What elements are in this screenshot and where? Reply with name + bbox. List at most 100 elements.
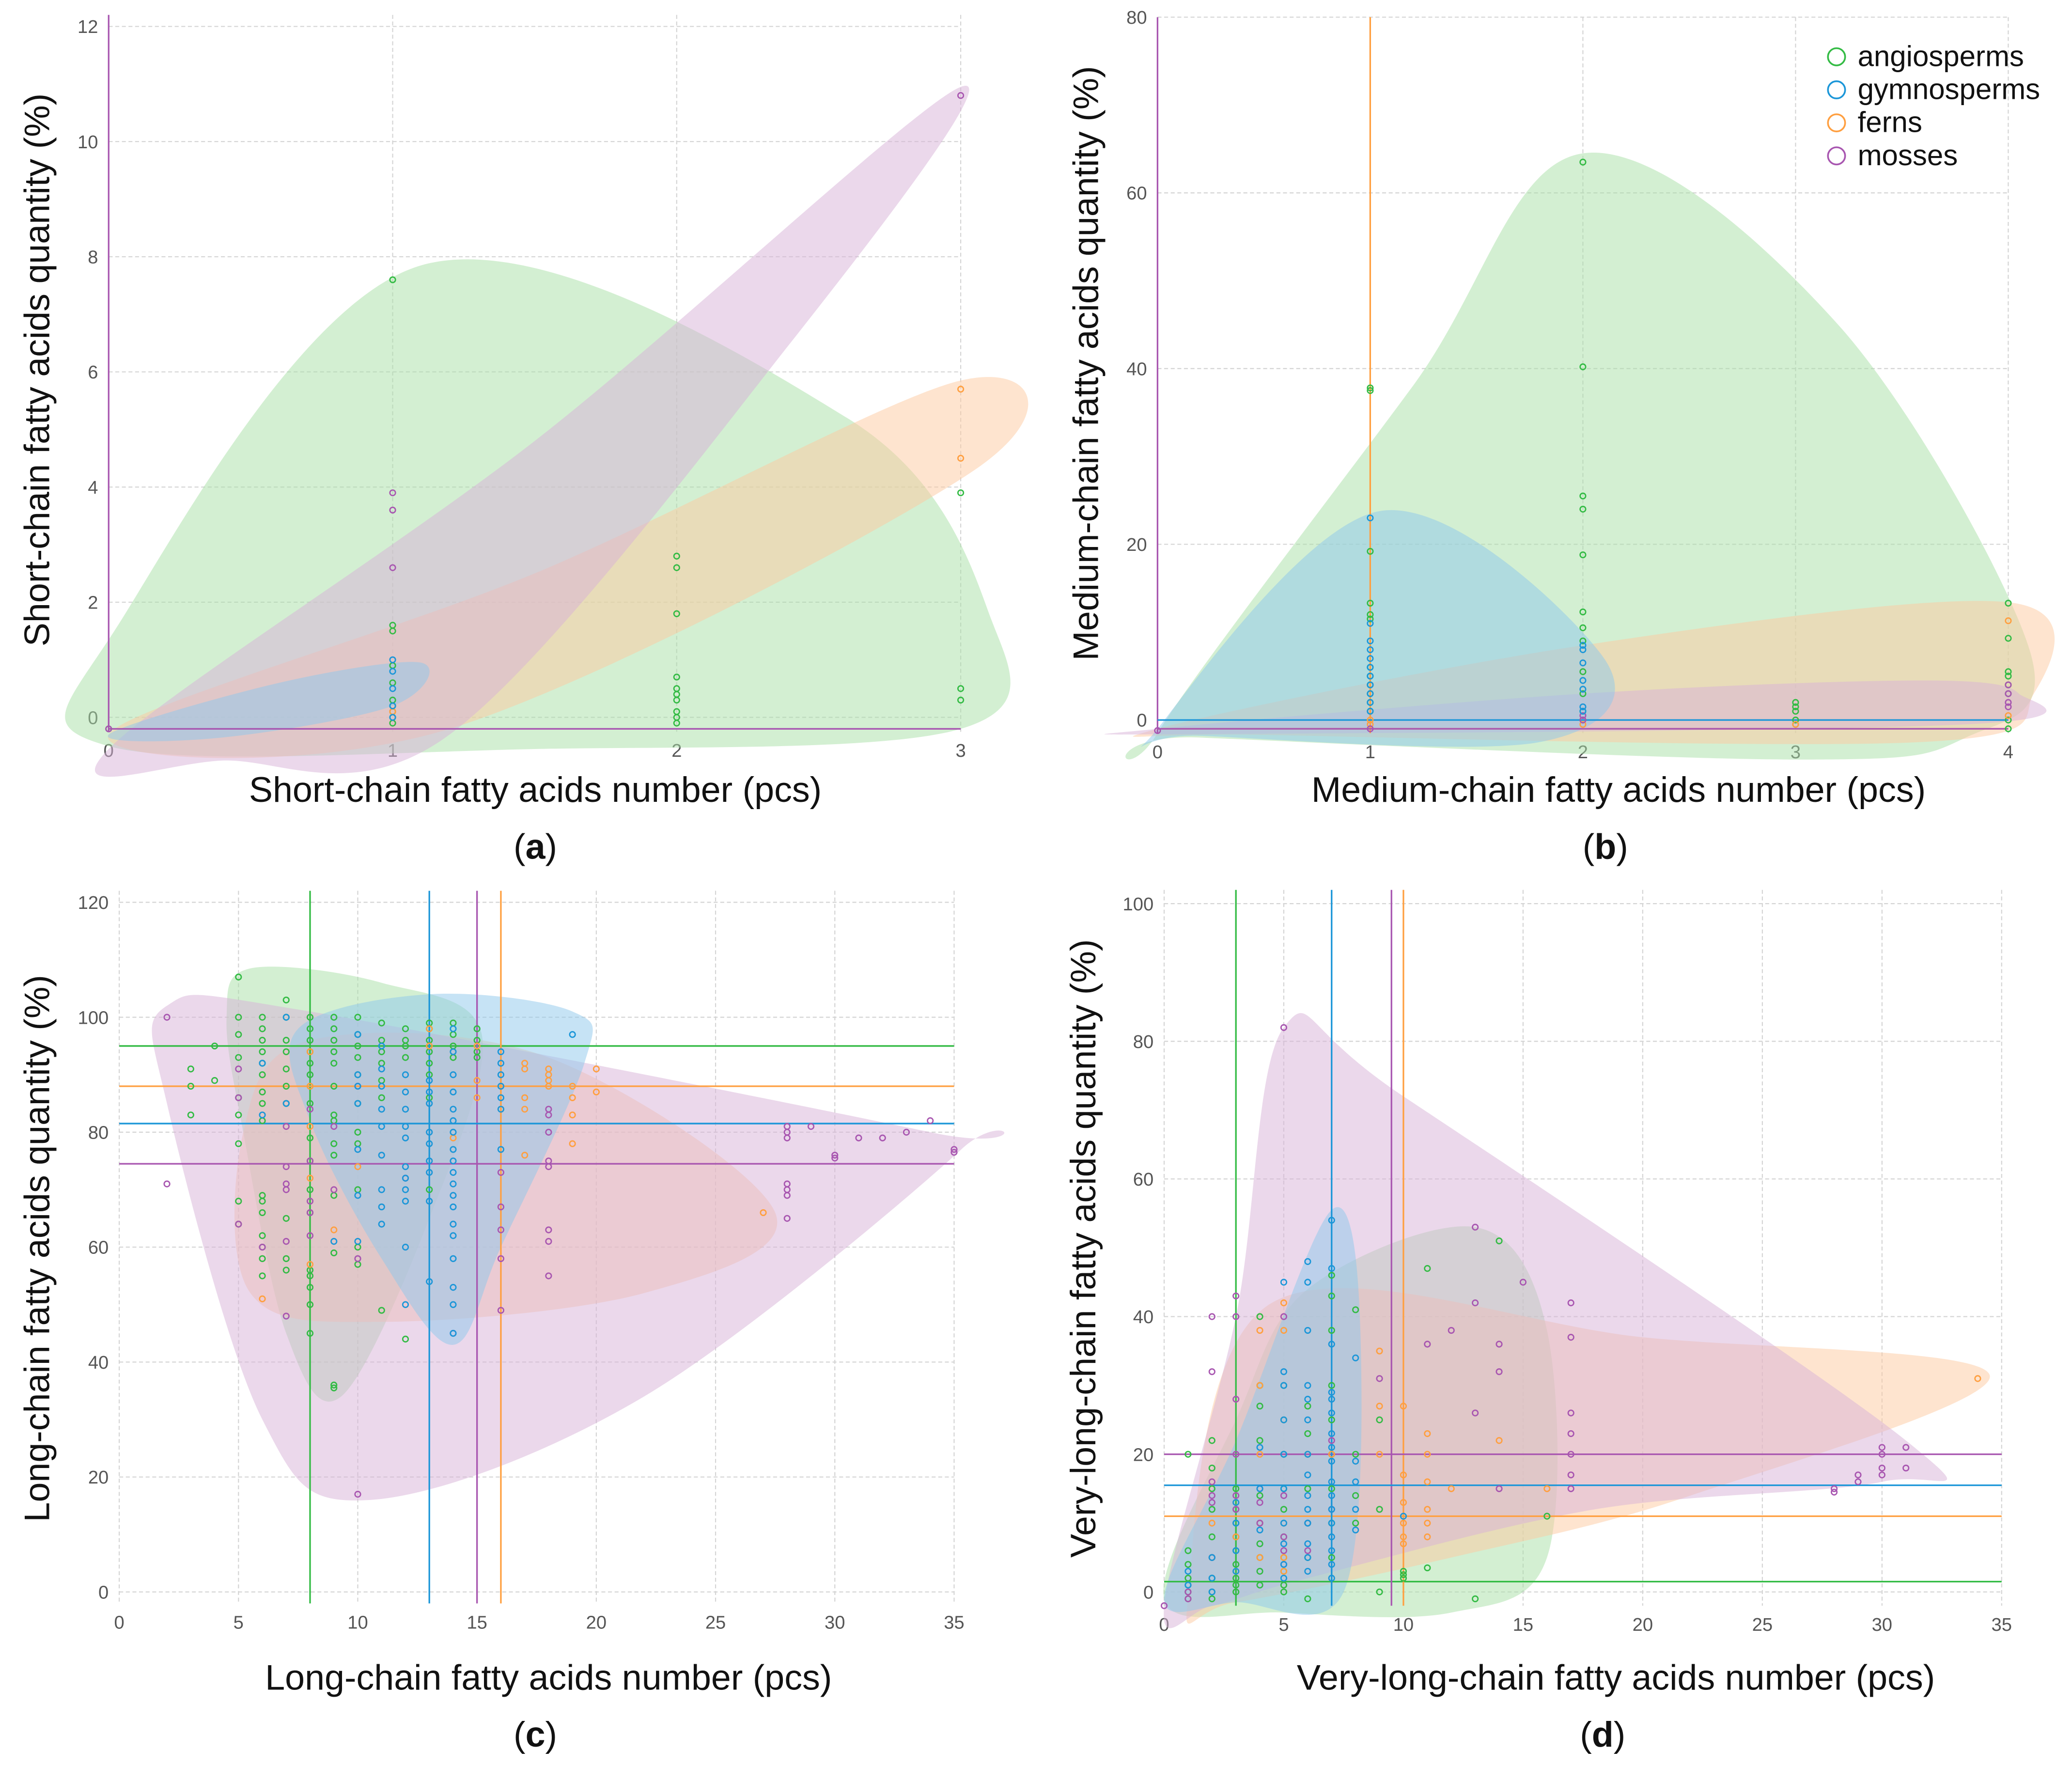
data-point-mosses: [1496, 1485, 1503, 1492]
data-point-mosses: [1232, 1451, 1240, 1458]
data-point-ferns: [1328, 1451, 1335, 1458]
data-point-mosses: [1280, 1313, 1288, 1320]
legend-marker-gymnosperms: [1827, 80, 1846, 99]
data-point-gymnosperms: [1328, 1389, 1335, 1396]
data-point-ferns: [1280, 1327, 1288, 1334]
data-point-angiosperms: [402, 1054, 409, 1061]
data-point-gymnosperms: [389, 668, 396, 675]
y-tick-label: 20: [1133, 1444, 1153, 1465]
data-point-angiosperms: [1280, 1506, 1288, 1513]
data-point-angiosperms: [187, 1111, 194, 1119]
data-point-angiosperms: [673, 673, 680, 681]
data-point-gymnosperms: [426, 1100, 433, 1107]
data-point-gymnosperms: [1304, 1554, 1311, 1561]
data-point-angiosperms: [259, 1014, 266, 1021]
data-point-angiosperms: [330, 1140, 338, 1147]
data-point-ferns: [569, 1140, 576, 1147]
data-point-ferns: [426, 1042, 433, 1050]
data-point-gymnosperms: [402, 1163, 409, 1171]
data-point-gymnosperms: [1304, 1416, 1311, 1423]
data-point-angiosperms: [1579, 551, 1587, 559]
panel-tag-paren: ): [545, 826, 558, 866]
y-tick-label: 4: [88, 477, 98, 498]
data-point-angiosperms: [330, 1048, 338, 1055]
data-point-mosses: [354, 1255, 361, 1262]
data-point-mosses: [497, 1255, 505, 1262]
data-point-gymnosperms: [1304, 1382, 1311, 1389]
data-point-mosses: [1579, 712, 1587, 719]
data-point-mosses: [306, 1232, 314, 1239]
data-point-mosses: [306, 1198, 314, 1205]
data-point-ferns: [1424, 1533, 1431, 1541]
data-point-gymnosperms: [1579, 659, 1587, 667]
data-point-angiosperms: [402, 1042, 409, 1050]
data-point-mosses: [306, 1157, 314, 1165]
data-point-gymnosperms: [1280, 1416, 1288, 1423]
data-point-gymnosperms: [1304, 1519, 1311, 1527]
data-point-ferns: [1367, 717, 1374, 724]
data-point-angiosperms: [426, 1186, 433, 1193]
data-point-mosses: [1830, 1485, 1838, 1492]
data-point-ferns: [569, 1094, 576, 1101]
y-tick-label: 80: [88, 1122, 109, 1143]
data-point-gymnosperms: [1328, 1430, 1335, 1437]
data-point-gymnosperms: [402, 1301, 409, 1308]
data-point-mosses: [1854, 1471, 1862, 1479]
data-point-angiosperms: [1424, 1564, 1431, 1572]
data-point-angiosperms: [306, 1025, 314, 1032]
data-point-gymnosperms: [1352, 1457, 1359, 1465]
y-tick-label: 100: [78, 1007, 109, 1028]
data-point-gymnosperms: [402, 1134, 409, 1141]
data-point-angiosperms: [1496, 1237, 1503, 1245]
data-point-mosses: [1567, 1430, 1574, 1437]
data-point-angiosperms: [211, 1042, 218, 1050]
data-point-gymnosperms: [450, 1169, 457, 1176]
data-point-angiosperms: [389, 276, 396, 283]
data-point-ferns: [1424, 1519, 1431, 1527]
data-point-gymnosperms: [450, 1157, 457, 1165]
data-point-gymnosperms: [426, 1157, 433, 1165]
data-point-mosses: [783, 1215, 791, 1222]
data-point-angiosperms: [2005, 672, 2012, 680]
data-point-gymnosperms: [497, 1071, 505, 1078]
x-axis-label: Medium-chain fatty acids number (pcs): [1311, 769, 1926, 810]
data-point-mosses: [927, 1117, 934, 1125]
data-point-mosses: [1208, 1499, 1215, 1506]
data-point-mosses: [1567, 1451, 1574, 1458]
data-point-angiosperms: [282, 1266, 290, 1274]
data-point-mosses: [497, 1203, 505, 1211]
data-point-angiosperms: [306, 1284, 314, 1291]
data-point-gymnosperms: [1280, 1451, 1288, 1458]
data-point-gymnosperms: [1304, 1568, 1311, 1575]
data-point-mosses: [1184, 1595, 1192, 1603]
data-point-ferns: [1424, 1451, 1431, 1458]
data-point-angiosperms: [378, 1094, 385, 1101]
data-point-ferns: [1376, 1451, 1383, 1458]
data-point-angiosperms: [378, 1019, 385, 1027]
data-point-angiosperms: [187, 1082, 194, 1090]
data-point-mosses: [1280, 1533, 1288, 1541]
data-point-gymnosperms: [569, 1031, 576, 1038]
data-point-gymnosperms: [1579, 677, 1587, 684]
data-point-gymnosperms: [1328, 1575, 1335, 1582]
data-point-gymnosperms: [1367, 664, 1374, 671]
data-point-angiosperms: [1328, 1292, 1335, 1299]
data-point-mosses: [235, 1094, 242, 1101]
data-point-gymnosperms: [1280, 1382, 1288, 1389]
data-point-mosses: [1448, 1327, 1455, 1334]
x-tick-label: 5: [234, 1612, 244, 1633]
data-point-angiosperms: [1792, 703, 1799, 710]
data-point-mosses: [545, 1272, 552, 1280]
data-point-mosses: [1830, 1488, 1838, 1496]
data-point-ferns: [1400, 1403, 1407, 1410]
data-point-angiosperms: [235, 1111, 242, 1119]
data-point-gymnosperms: [1256, 1526, 1263, 1534]
data-point-mosses: [783, 1192, 791, 1199]
data-point-ferns: [521, 1094, 529, 1101]
data-point-gymnosperms: [1304, 1258, 1311, 1265]
data-point-gymnosperms: [1208, 1554, 1215, 1561]
y-tick-label: 0: [1137, 710, 1147, 731]
data-point-angiosperms: [1232, 1588, 1240, 1595]
data-point-ferns: [2005, 712, 2012, 719]
